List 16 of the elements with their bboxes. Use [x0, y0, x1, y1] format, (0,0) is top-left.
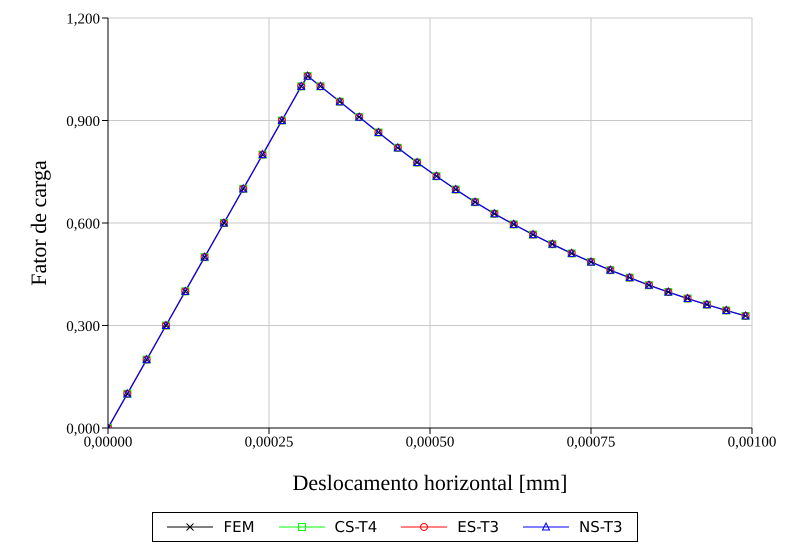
x-tick-label: 0,00000	[84, 434, 132, 451]
legend-label: ES-T3	[457, 518, 500, 536]
x-axis-title: Deslocamento horizontal [mm]	[292, 470, 568, 495]
x-tick-label: 0,00025	[244, 434, 294, 451]
y-tick-label: 1,200	[66, 11, 100, 28]
y-tick-label: 0,300	[66, 318, 100, 335]
legend-label: CS-T4	[334, 518, 378, 536]
y-tick-label: 0,000	[66, 421, 100, 438]
x-tick-label: 0,00050	[406, 434, 454, 451]
y-axis-title: Fator de carga	[26, 160, 51, 286]
y-tick-label: 0,600	[66, 216, 100, 232]
legend-label: FEM	[223, 518, 255, 536]
x-tick-label: 0,00100	[728, 434, 776, 451]
legend-label: NS-T3	[579, 518, 623, 536]
x-tick-label: 0,00075	[566, 434, 616, 451]
y-tick-label: 0,900	[66, 114, 100, 130]
